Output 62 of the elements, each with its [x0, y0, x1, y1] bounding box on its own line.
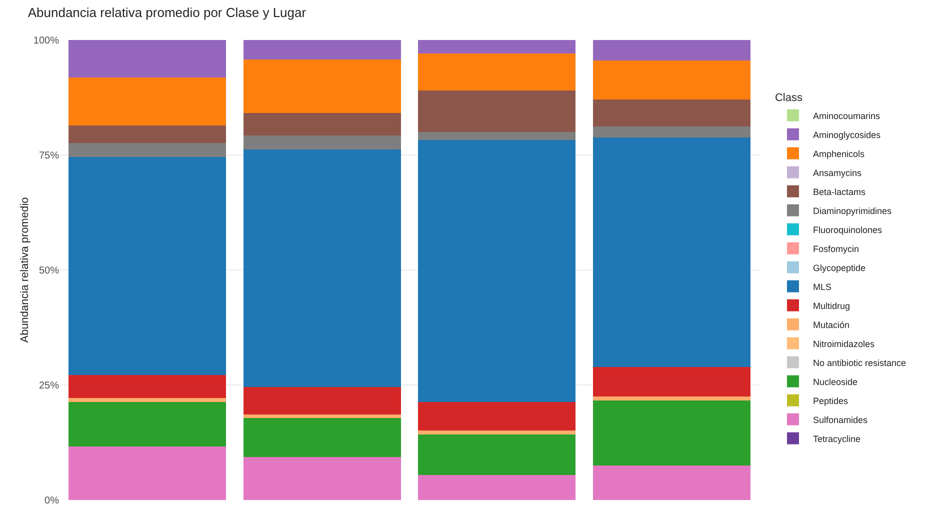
bar: [68, 446, 226, 500]
bar: [592, 60, 750, 100]
bar: [418, 430, 576, 435]
bar: [68, 77, 226, 126]
bar: [592, 138, 750, 368]
bar: [418, 402, 576, 431]
legend-label: Fosfomycin: [812, 244, 859, 254]
bar: [418, 90, 576, 132]
legend-title: Class: [774, 92, 803, 104]
chart-title: Abundancia relativa promedio por Clase y Lugar: [28, 4, 307, 20]
bar: [592, 40, 750, 61]
legend-label: Beta-lactams: [812, 186, 866, 197]
legend-label: Peptides: [812, 396, 849, 406]
y-tick-label: 100%: [33, 36, 60, 46]
legend-label: Mutación: [812, 320, 850, 330]
bar: [418, 434, 576, 476]
bar: [418, 40, 576, 54]
bar: [592, 126, 750, 138]
bar: [243, 149, 401, 387]
bar: [592, 396, 750, 401]
bar: [592, 99, 750, 126]
y-tick-label: 0%: [44, 496, 60, 506]
bar: [243, 40, 401, 60]
bar: [418, 475, 576, 500]
bar: [243, 414, 401, 418]
y-tick-label: 75%: [38, 150, 60, 162]
bar: [243, 113, 401, 136]
bar: [243, 136, 401, 150]
bar: [243, 456, 401, 500]
legend-label: Diaminopyrimidines: [812, 206, 892, 216]
bar: [243, 418, 401, 457]
bar: [68, 126, 226, 144]
bar: [592, 367, 750, 396]
legend-label: No antibiotic resistance: [812, 358, 906, 368]
bar: [418, 132, 576, 140]
legend-label: MLS: [812, 282, 832, 292]
y-tick-label: 50%: [38, 266, 60, 276]
legend-label: Nucleoside: [812, 376, 858, 387]
bar: [592, 466, 750, 500]
bar: [68, 402, 226, 447]
legend-label: Glycopeptide: [812, 262, 866, 273]
legend-label: Ansamycins: [812, 168, 862, 178]
legend-label: Multidrug: [812, 300, 850, 311]
legend-label: Aminoglycosides: [812, 130, 882, 140]
legend-label: Aminocoumarins: [812, 110, 881, 121]
bar: [418, 140, 576, 402]
legend-label: Nitroimidazoles: [812, 338, 875, 349]
legend-label: Tetracycline: [812, 434, 861, 444]
legend-label: Amphenicols: [812, 148, 866, 159]
bar: [243, 386, 401, 414]
bar: [68, 156, 226, 375]
bar: [68, 374, 226, 398]
legend-label: Sulfonamides: [812, 414, 868, 425]
y-axis-title: Abundancia relativa promedio: [19, 197, 31, 343]
bar: [68, 143, 226, 157]
y-tick-label: 25%: [38, 380, 60, 392]
bar: [68, 40, 226, 78]
legend-label: Fluoroquinolones: [812, 224, 883, 235]
bar: [68, 398, 226, 402]
bar: [418, 53, 576, 91]
bar: [592, 400, 750, 466]
bar: [243, 59, 401, 114]
